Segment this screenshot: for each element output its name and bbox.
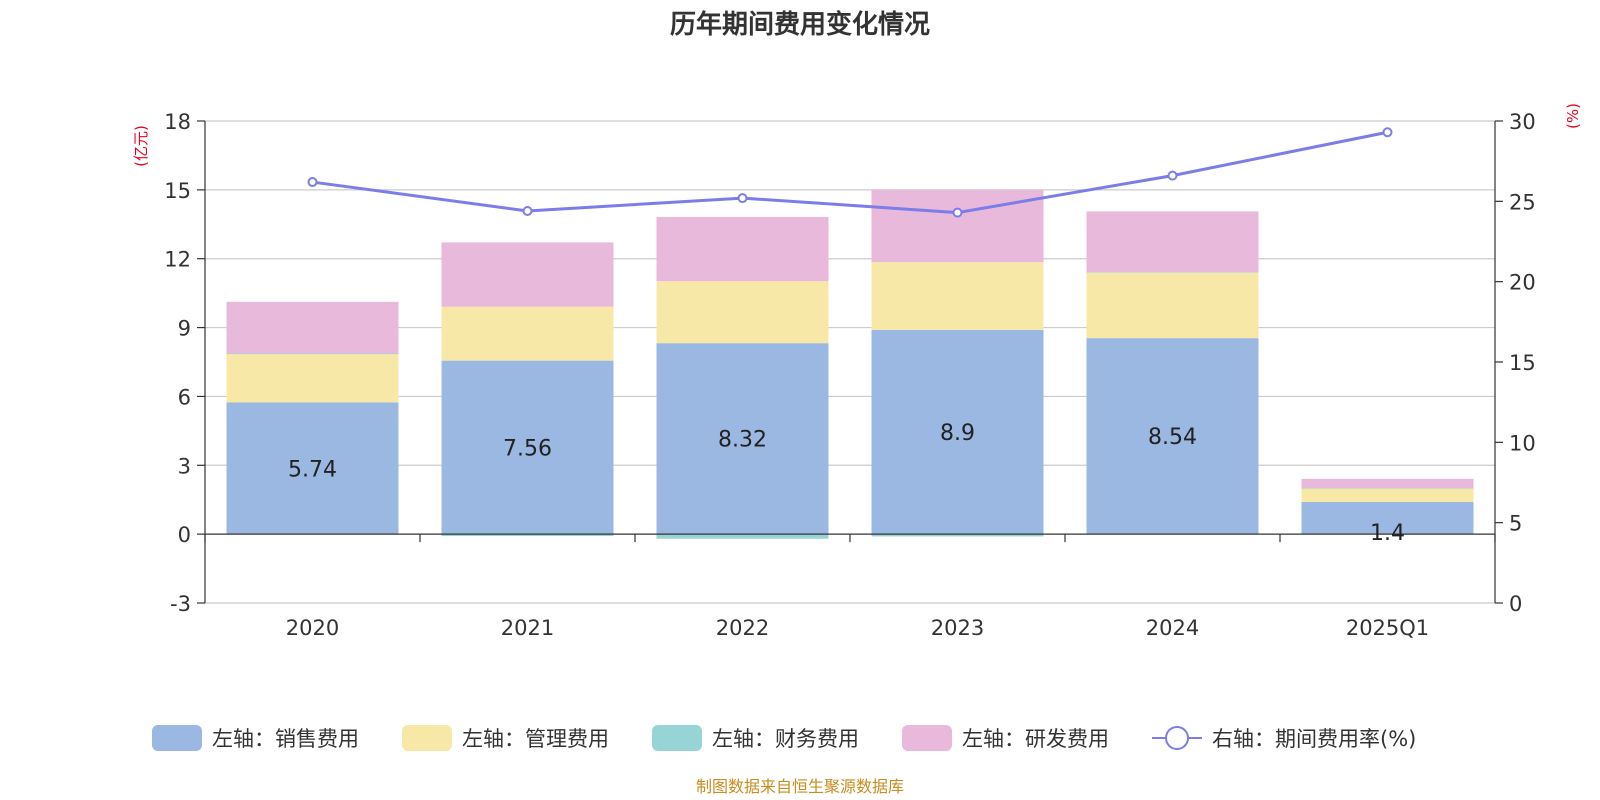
bar-segment — [656, 216, 829, 282]
left-axis-unit: (亿元) — [132, 125, 150, 167]
bar-segment — [1301, 488, 1474, 489]
value-labels: 5.74 7.56 8.32 8.9 8.54 1.4 — [288, 421, 1405, 546]
axes: -3 0 3 6 9 12 15 18 0 5 10 15 20 25 30 2020 2021 2022 2023… — [164, 110, 1535, 640]
x-axis-category-label: 2025Q1 — [1346, 616, 1429, 640]
right-axis-tick-label: 0 — [1509, 592, 1522, 616]
bar-value-label: 8.32 — [718, 428, 767, 453]
left-axis-tick-label: 9 — [178, 317, 191, 341]
rate-line-point — [952, 207, 963, 218]
bar-segment — [871, 534, 1044, 537]
bar-segment — [871, 262, 1044, 330]
bar-segment — [441, 242, 614, 307]
left-axis-tick-label: -3 — [170, 592, 191, 616]
bar-segment — [226, 353, 399, 355]
bar-segment — [1301, 488, 1474, 503]
left-axis-tick-label: 12 — [164, 248, 191, 272]
chart-title: 历年期间费用变化情况 — [670, 9, 930, 40]
right-axis-tick-label: 10 — [1509, 431, 1536, 455]
left-axis-tick-label: 0 — [178, 523, 191, 547]
right-axis-tick-label: 25 — [1509, 190, 1536, 214]
bar-segment — [441, 360, 614, 535]
bar-segment — [1086, 272, 1259, 339]
bar-segment — [1301, 502, 1474, 535]
bar-segment — [656, 343, 829, 535]
left-axis-tick-label: 15 — [164, 179, 191, 203]
source-note: 制图数据来自恒生聚源数据库 — [696, 777, 904, 796]
x-axis-category-label: 2022 — [716, 616, 769, 640]
bar-value-label: 5.74 — [288, 457, 337, 482]
rate-line-point — [737, 193, 748, 204]
bar-segment — [1086, 211, 1259, 273]
right-axis-tick-label: 20 — [1509, 271, 1536, 295]
bar-series — [226, 189, 1474, 539]
legend-marker — [1165, 726, 1189, 750]
legend: 左轴：销售费用 左轴：管理费用 左轴：财务费用 左轴：研发费用 右轴：期间费用率(%) — [152, 725, 1416, 751]
bar-segment — [441, 306, 614, 361]
legend-swatch — [152, 725, 202, 751]
x-axis-category-label: 2023 — [931, 616, 984, 640]
left-axis-tick-label: 18 — [164, 110, 191, 134]
bar-segment — [1086, 272, 1259, 273]
right-axis-tick-label: 15 — [1509, 351, 1536, 375]
rate-line-point — [307, 177, 318, 188]
bar-segment — [226, 402, 399, 535]
bar-value-label: 8.9 — [940, 421, 975, 446]
bar-segment — [441, 534, 614, 536]
bar-segment — [871, 329, 1044, 535]
legend-label: 左轴：销售费用 — [212, 727, 359, 751]
grid-lines — [205, 120, 1495, 604]
right-axis-tick-label: 30 — [1509, 110, 1536, 134]
legend-label: 左轴：财务费用 — [712, 727, 859, 751]
legend-label: 右轴：期间费用率(%) — [1212, 727, 1416, 751]
bar-segment — [1086, 338, 1259, 535]
rate-line-point — [1382, 127, 1393, 138]
left-axis-tick-label: 3 — [178, 454, 191, 478]
legend-swatch — [652, 725, 702, 751]
x-axis-category-label: 2020 — [286, 616, 339, 640]
right-axis-unit: (%) — [1564, 103, 1582, 129]
rate-line-point — [522, 205, 533, 216]
right-axis-tick-label: 5 — [1509, 512, 1522, 536]
bar-value-label: 8.54 — [1148, 425, 1197, 450]
bar-segment — [656, 534, 829, 539]
rate-line — [312, 130, 1388, 215]
bar-value-label: 7.56 — [503, 436, 552, 461]
left-axis-tick-label: 6 — [178, 385, 191, 409]
legend-swatch — [402, 725, 452, 751]
legend-label: 左轴：研发费用 — [962, 727, 1109, 751]
rate-line-point — [1167, 170, 1178, 181]
bar-segment — [226, 301, 399, 354]
bar-segment — [656, 281, 829, 344]
bar-segment — [1301, 478, 1474, 489]
bar-value-label: 1.4 — [1370, 521, 1405, 546]
bar-segment — [871, 189, 1044, 263]
x-axis-category-label: 2021 — [501, 616, 554, 640]
rate-line-series — [307, 127, 1393, 218]
legend-swatch — [902, 725, 952, 751]
bar-segment — [226, 354, 399, 403]
x-axis-category-label: 2024 — [1146, 616, 1199, 640]
legend-label: 左轴：管理费用 — [462, 727, 609, 751]
